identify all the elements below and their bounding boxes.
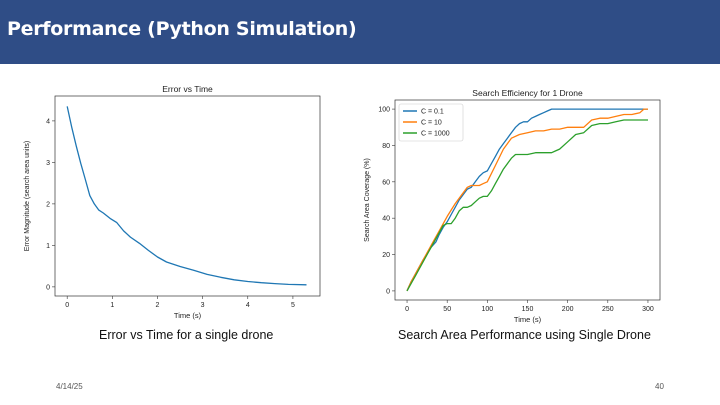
slide-date: 4/14/25 [56, 382, 83, 391]
error-chart-ytick-label: 3 [46, 160, 50, 167]
search-chart-xtick-label: 50 [443, 306, 451, 313]
title-bar [0, 0, 720, 64]
error-chart-xlabel: Time (s) [174, 311, 202, 320]
search-chart-ylabel: Search Area Coverage (%) [364, 158, 371, 242]
search-chart-series-line-3 [406, 119, 648, 292]
slide-title: Performance (Python Simulation) [7, 18, 357, 40]
error-chart-xtick-label: 1 [110, 302, 114, 309]
search-chart-xtick-label: 100 [482, 306, 494, 313]
search-chart-series-line-1 [406, 108, 648, 292]
search-chart-ytick-label: 100 [378, 107, 390, 114]
error-chart-title: Error vs Time [162, 84, 213, 94]
error-chart-ylabel: Error Magnitude (search area units) [24, 141, 31, 252]
error-chart-xtick-label: 4 [246, 302, 250, 309]
error-chart-plot-frame [54, 95, 321, 297]
search-chart-legend: C = 0.1 C = 10 C = 1000 [398, 103, 464, 142]
search-chart-legend-label: C = 0.1 [421, 109, 444, 116]
search-chart-legend-box [398, 103, 464, 142]
search-chart-ytick-label: 0 [386, 288, 390, 295]
search-chart-series-line-2 [406, 108, 648, 292]
right-chart-caption: Search Area Performance using Single Dro… [398, 328, 651, 342]
search-chart-xtick-label: 150 [522, 306, 534, 313]
search-chart-ytick-label: 80 [382, 143, 390, 150]
error-chart-ytick-label: 4 [46, 118, 50, 125]
search-chart-xtick-label: 200 [562, 306, 574, 313]
search-chart-xtick-label: 0 [405, 306, 409, 313]
error-chart-ytick-label: 2 [46, 201, 50, 208]
search-chart-legend-label: C = 10 [421, 120, 442, 127]
error-chart-ytick-label: 1 [46, 243, 50, 250]
search-efficiency-chart: Search Efficiency for 1 Drone 0 50 100 150 20… [364, 88, 661, 324]
error-chart-xtick-label: 5 [291, 302, 295, 309]
search-chart-plot-frame [394, 99, 661, 301]
search-chart-xtick-label: 300 [642, 306, 654, 313]
error-chart-ytick-label: 0 [46, 284, 50, 291]
search-chart-ytick-label: 60 [382, 179, 390, 186]
error-vs-time-chart: Error vs Time 0 1 2 3 4 5 0 1 2 3 4 Time (s) Error Ma… [24, 84, 321, 320]
search-chart-legend-label: C = 1000 [421, 131, 450, 138]
search-chart-ytick-label: 40 [382, 216, 390, 223]
search-chart-ytick-label: 20 [382, 252, 390, 259]
search-chart-title: Search Efficiency for 1 Drone [472, 88, 583, 98]
error-chart-xtick-label: 3 [201, 302, 205, 309]
left-chart-caption: Error vs Time for a single drone [99, 328, 274, 342]
search-chart-xtick-label: 250 [602, 306, 614, 313]
search-chart-xlabel: Time (s) [514, 315, 542, 324]
slide-page-number: 40 [655, 382, 664, 391]
error-chart-xtick-label: 2 [156, 302, 160, 309]
error-chart-xtick-label: 0 [65, 302, 69, 309]
error-chart-series-line-1 [66, 106, 307, 286]
